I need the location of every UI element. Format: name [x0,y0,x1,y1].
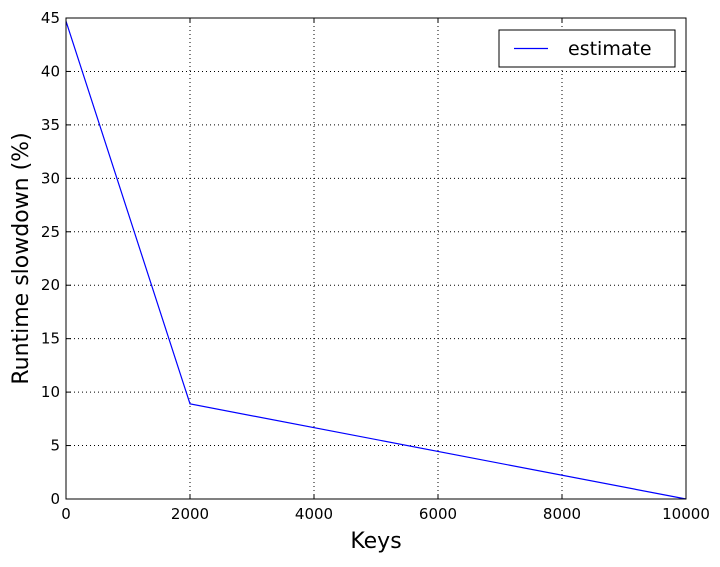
y-tick-label: 30 [41,169,60,187]
y-tick-label: 10 [41,383,60,401]
x-tick-label: 10000 [662,505,710,523]
x-tick-label: 2000 [171,505,209,523]
y-tick-label: 20 [41,276,60,294]
y-tick-label: 0 [50,490,60,508]
y-tick-label: 35 [41,116,60,134]
x-tick-label: 0 [61,505,71,523]
x-tick-label: 6000 [419,505,457,523]
y-tick-label: 45 [41,9,60,27]
x-tick-label: 4000 [295,505,333,523]
y-tick-label: 15 [41,330,60,348]
x-axis-label: Keys [350,529,401,554]
y-tick-label: 25 [41,223,60,241]
x-tick-label: 8000 [543,505,581,523]
legend-label-estimate: estimate [568,38,652,60]
legend: estimate [499,30,675,67]
y-axis-label: Runtime slowdown (%) [9,132,34,384]
y-tick-label: 40 [41,62,60,80]
y-tick-label: 5 [50,437,60,455]
